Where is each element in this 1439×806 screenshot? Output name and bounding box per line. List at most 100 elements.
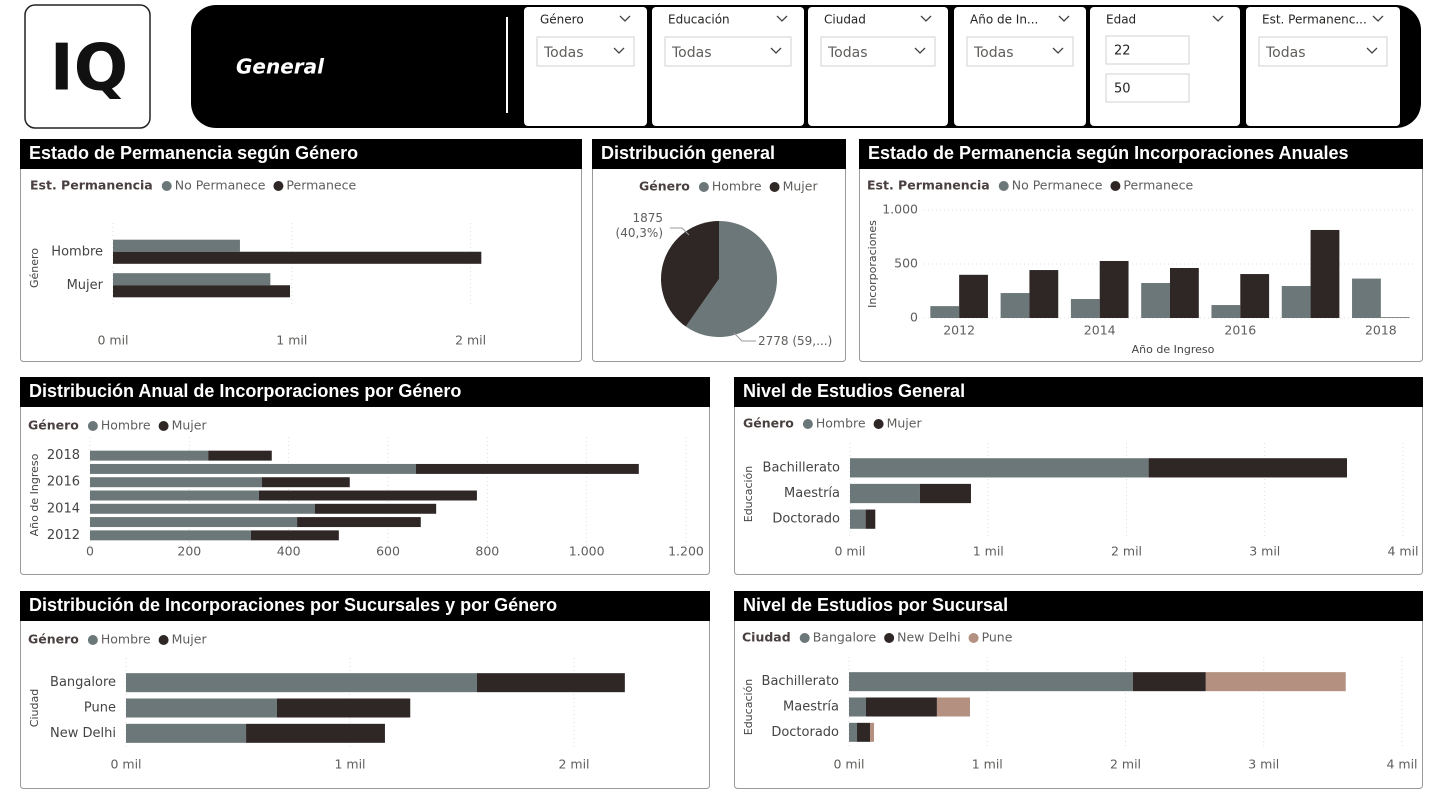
dropdown[interactable] <box>1258 36 1388 67</box>
legend-label: Permanece <box>1123 178 1193 193</box>
y-axis-label: Género <box>28 248 41 288</box>
chevron <box>1052 47 1064 54</box>
dropdown[interactable] <box>966 36 1074 67</box>
legend-marker <box>273 181 284 191</box>
chevron <box>1366 47 1378 54</box>
range-input[interactable] <box>1105 35 1190 65</box>
panel-header <box>20 377 710 407</box>
x-tick-label: 1 mil <box>334 757 365 772</box>
legend-label: Hombre <box>101 632 151 647</box>
bar <box>936 697 970 717</box>
y-tick-label: Maestría <box>784 486 840 501</box>
legend-label: Mujer <box>172 418 208 433</box>
x-tick-label: 2016 <box>1224 323 1256 338</box>
bar <box>90 517 298 528</box>
data-label: 2778 (59,...) <box>758 334 833 348</box>
legend-marker <box>87 635 98 645</box>
y-tick-label: 0 <box>910 310 918 325</box>
chevron <box>914 47 926 54</box>
x-tick-label: 1.200 <box>668 544 704 559</box>
bar <box>90 477 262 488</box>
x-tick-label: 400 <box>277 544 301 559</box>
chart-title: Distribución general <box>601 143 775 163</box>
x-tick-label: 0 <box>86 544 94 559</box>
bar <box>1099 260 1129 318</box>
bar <box>1352 278 1381 318</box>
x-tick-label: 2 mil <box>1111 544 1142 559</box>
bar <box>857 722 871 742</box>
y-tick-label: 1.000 <box>882 202 918 217</box>
bar <box>477 673 625 693</box>
panel-header <box>20 139 582 169</box>
bar <box>1148 458 1348 478</box>
legend-label: Bangalore <box>813 630 877 645</box>
x-tick-label: 0 mil <box>834 544 865 559</box>
bar <box>866 697 937 717</box>
x-tick-label: 200 <box>177 544 201 559</box>
filter-label: Ciudad <box>824 13 866 27</box>
bar <box>276 698 411 718</box>
range-input[interactable] <box>1105 73 1190 103</box>
legend-marker <box>698 182 709 192</box>
bar <box>850 509 866 529</box>
chevron <box>1372 15 1384 22</box>
dropdown[interactable] <box>820 36 936 67</box>
bar <box>849 722 858 742</box>
bar <box>870 722 875 742</box>
chevron <box>1212 15 1224 22</box>
logo: IQ <box>50 32 128 106</box>
bar <box>415 463 639 474</box>
bar <box>258 490 477 501</box>
bar <box>849 672 1133 692</box>
x-tick-label: 1 mil <box>276 333 307 348</box>
legend-label: Hombre <box>101 418 151 433</box>
legend-marker <box>968 633 979 643</box>
x-tick-label: 2014 <box>1084 323 1116 338</box>
bar <box>1281 286 1311 318</box>
chevron <box>776 15 788 22</box>
legend-label: New Delhi <box>897 630 960 645</box>
legend-label: Hombre <box>816 416 866 431</box>
y-tick-label: 500 <box>894 256 918 271</box>
bar <box>113 239 240 252</box>
legend-title: Ciudad <box>742 630 791 645</box>
legend-title: Género <box>743 416 794 431</box>
bar <box>90 530 251 541</box>
filter-label: Género <box>540 13 584 27</box>
pie-slice <box>685 221 777 337</box>
legend-marker <box>161 181 172 191</box>
panel-header <box>734 591 1423 621</box>
bar <box>1205 672 1346 692</box>
bar <box>1070 298 1100 318</box>
filter-label: Est. Permanenc... <box>1262 13 1367 27</box>
panel <box>20 139 582 362</box>
bar <box>959 274 988 318</box>
bar <box>314 503 437 514</box>
legend-marker <box>802 419 813 429</box>
legend-marker <box>769 182 780 192</box>
bar <box>113 285 291 298</box>
dropdown[interactable] <box>664 36 792 67</box>
chevron <box>1058 15 1070 22</box>
bar <box>849 697 867 717</box>
x-tick-label: 2012 <box>943 323 975 338</box>
y-tick-label: New Delhi <box>50 726 116 741</box>
y-axis-label: Ciudad <box>28 689 41 727</box>
legend-marker <box>998 181 1009 191</box>
legend-label: Mujer <box>172 632 208 647</box>
panel <box>20 377 710 575</box>
legend-marker <box>158 635 169 645</box>
legend-label: Mujer <box>887 416 923 431</box>
x-tick-label: 3 mil <box>1249 544 1280 559</box>
y-axis-label: Año de Ingreso <box>28 453 41 536</box>
dropdown-value: Todas <box>973 45 1014 61</box>
bar <box>1132 672 1206 692</box>
chart-title: Nivel de Estudios General <box>743 381 965 401</box>
pie-slice <box>660 221 719 327</box>
range-value: 22 <box>1114 44 1131 59</box>
y-tick-label: Bachillerato <box>763 460 841 475</box>
panel-header <box>592 139 846 169</box>
bar <box>126 673 478 693</box>
x-tick-label: 4 mil <box>1386 757 1417 772</box>
